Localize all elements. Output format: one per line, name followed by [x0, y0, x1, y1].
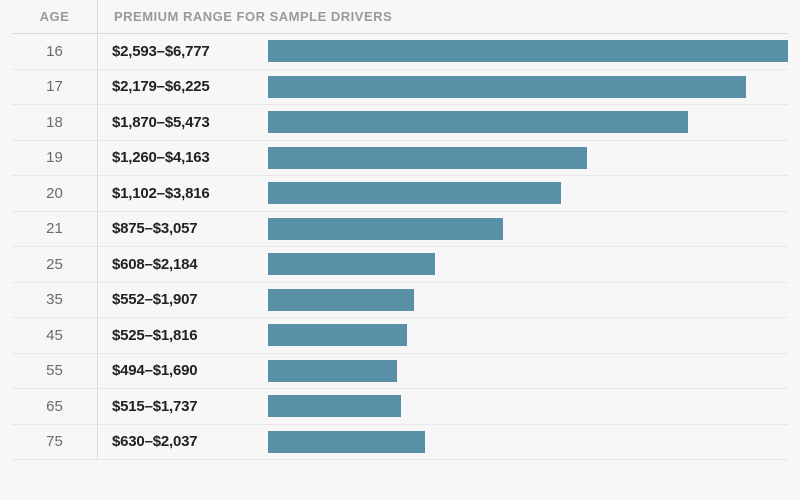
- data-cell: $1,102–$3,816: [98, 176, 788, 211]
- range-label: $1,102–$3,816: [112, 185, 264, 202]
- data-cell: $552–$1,907: [98, 283, 788, 318]
- age-cell: 20: [12, 176, 98, 211]
- range-label: $1,870–$5,473: [112, 114, 264, 131]
- bar: [268, 253, 435, 275]
- range-label: $1,260–$4,163: [112, 149, 264, 166]
- bar-area: [264, 247, 788, 282]
- age-cell: 19: [12, 141, 98, 176]
- data-cell: $1,870–$5,473: [98, 105, 788, 140]
- bar-area: [264, 354, 788, 389]
- bar: [268, 76, 746, 98]
- table-row: 18 $1,870–$5,473: [12, 105, 788, 141]
- bar-area: [264, 105, 788, 140]
- range-label: $515–$1,737: [112, 398, 264, 415]
- age-cell: 25: [12, 247, 98, 282]
- data-cell: $1,260–$4,163: [98, 141, 788, 176]
- range-label: $630–$2,037: [112, 433, 264, 450]
- age-cell: 16: [12, 34, 98, 69]
- age-cell: 75: [12, 425, 98, 460]
- bar: [268, 111, 688, 133]
- bar-area: [264, 34, 788, 69]
- bar-area: [264, 141, 788, 176]
- data-cell: $875–$3,057: [98, 212, 788, 247]
- rows-container: 16 $2,593–$6,777 17 $2,179–$6,225 18 $1,870–$…: [12, 34, 788, 460]
- table-row: 55 $494–$1,690: [12, 354, 788, 390]
- bar: [268, 40, 788, 62]
- table-row: 16 $2,593–$6,777: [12, 34, 788, 70]
- age-cell: 35: [12, 283, 98, 318]
- bar: [268, 218, 503, 240]
- bar-area: [264, 212, 788, 247]
- data-cell: $525–$1,816: [98, 318, 788, 353]
- age-header: AGE: [12, 0, 98, 33]
- premium-header: PREMIUM RANGE FOR SAMPLE DRIVERS: [98, 9, 392, 24]
- bar-area: [264, 70, 788, 105]
- range-label: $2,179–$6,225: [112, 78, 264, 95]
- bar-area: [264, 176, 788, 211]
- range-label: $2,593–$6,777: [112, 43, 264, 60]
- bar-area: [264, 283, 788, 318]
- premium-chart: AGE PREMIUM RANGE FOR SAMPLE DRIVERS 16 $…: [0, 0, 800, 500]
- bar: [268, 395, 401, 417]
- table-row: 17 $2,179–$6,225: [12, 70, 788, 106]
- data-cell: $2,593–$6,777: [98, 34, 788, 69]
- bar: [268, 289, 414, 311]
- table-row: 75 $630–$2,037: [12, 425, 788, 461]
- bar: [268, 324, 407, 346]
- bar: [268, 431, 425, 453]
- table-row: 65 $515–$1,737: [12, 389, 788, 425]
- bar: [268, 360, 397, 382]
- table-row: 35 $552–$1,907: [12, 283, 788, 319]
- range-label: $608–$2,184: [112, 256, 264, 273]
- table-row: 21 $875–$3,057: [12, 212, 788, 248]
- bar-area: [264, 318, 788, 353]
- range-label: $494–$1,690: [112, 362, 264, 379]
- range-label: $525–$1,816: [112, 327, 264, 344]
- data-cell: $608–$2,184: [98, 247, 788, 282]
- age-cell: 55: [12, 354, 98, 389]
- data-cell: $494–$1,690: [98, 354, 788, 389]
- table-row: 25 $608–$2,184: [12, 247, 788, 283]
- data-cell: $515–$1,737: [98, 389, 788, 424]
- data-cell: $630–$2,037: [98, 425, 788, 460]
- age-cell: 21: [12, 212, 98, 247]
- age-cell: 65: [12, 389, 98, 424]
- age-cell: 45: [12, 318, 98, 353]
- range-label: $875–$3,057: [112, 220, 264, 237]
- header-row: AGE PREMIUM RANGE FOR SAMPLE DRIVERS: [12, 0, 788, 34]
- bar: [268, 182, 561, 204]
- table-row: 45 $525–$1,816: [12, 318, 788, 354]
- age-cell: 18: [12, 105, 98, 140]
- table-row: 20 $1,102–$3,816: [12, 176, 788, 212]
- bar-area: [264, 425, 788, 460]
- age-cell: 17: [12, 70, 98, 105]
- range-label: $552–$1,907: [112, 291, 264, 308]
- data-cell: $2,179–$6,225: [98, 70, 788, 105]
- bar-area: [264, 389, 788, 424]
- bar: [268, 147, 587, 169]
- table-row: 19 $1,260–$4,163: [12, 141, 788, 177]
